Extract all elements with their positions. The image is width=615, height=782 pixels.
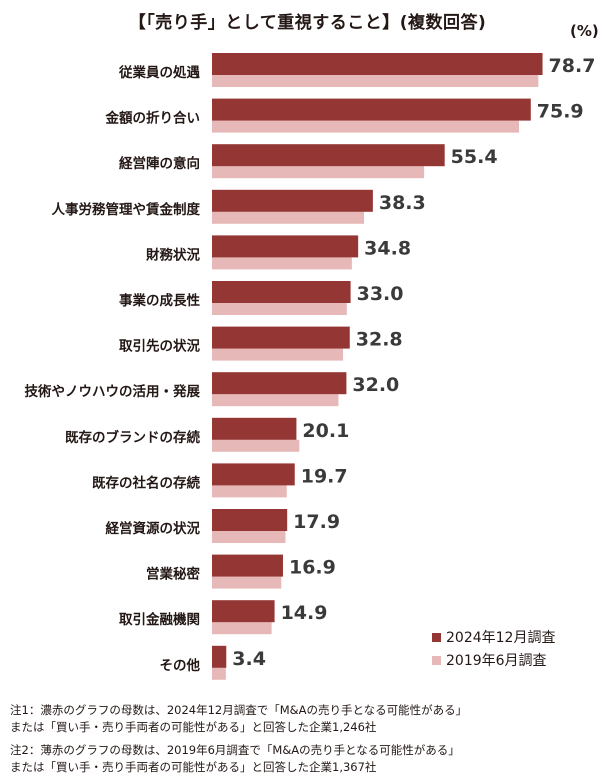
value-label-9: 19.7 bbox=[301, 465, 348, 487]
category-label-10: 経営資源の状況 bbox=[106, 520, 201, 537]
bar-2019-7 bbox=[212, 394, 339, 407]
bar-2019-2 bbox=[212, 166, 425, 179]
bar-2024-12 bbox=[212, 600, 275, 623]
bar-2024-0 bbox=[212, 53, 543, 75]
value-label-12: 14.9 bbox=[281, 602, 328, 624]
bar-2019-4 bbox=[212, 257, 352, 270]
category-label-9: 既存の社名の存続 bbox=[92, 474, 200, 491]
value-label-13: 3.4 bbox=[232, 648, 266, 670]
bar-2024-1 bbox=[212, 98, 531, 121]
value-label-2: 55.4 bbox=[451, 146, 498, 168]
category-label-5: 事業の成長性 bbox=[119, 292, 200, 309]
category-label-4: 財務状況 bbox=[145, 246, 200, 263]
footnote-2-line-1: 注2：薄赤のグラフの母数は、2019年6月調査で「M&Aの売り手となる可能性があ… bbox=[10, 743, 460, 757]
bar-2024-4 bbox=[212, 235, 359, 258]
bar-2024-11 bbox=[212, 554, 283, 577]
footnote-1-line-2: または「買い手・売り手両者の可能性がある」と回答した企業1,246社 bbox=[10, 720, 377, 734]
legend-label-2019: 2019年6月調査 bbox=[446, 653, 547, 669]
value-label-4: 34.8 bbox=[364, 237, 411, 259]
bar-2024-8 bbox=[212, 417, 297, 440]
bar-2024-7 bbox=[212, 372, 347, 395]
value-label-3: 38.3 bbox=[379, 192, 426, 214]
bar-2024-3 bbox=[212, 189, 373, 212]
category-label-2: 経営陣の意向 bbox=[119, 155, 200, 172]
bar-2019-6 bbox=[212, 348, 344, 361]
category-label-1: 金額の折り合い bbox=[105, 110, 201, 127]
chart-title: 【「売り手」として重視すること】(複数回答) bbox=[128, 13, 487, 33]
value-label-1: 75.9 bbox=[537, 101, 584, 123]
bar-2019-13 bbox=[212, 667, 226, 680]
category-label-7: 技術やノウハウの活用・発展 bbox=[25, 383, 201, 400]
category-label-6: 取引先の状況 bbox=[119, 338, 200, 355]
legend-label-2024: 2024年12月調査 bbox=[446, 630, 555, 646]
bar-2019-1 bbox=[212, 120, 520, 133]
bar-chart: 従業員の処遇 78.7 金額の折り合い 75.9 経営陣の意向 55.4 人事労務管理や賃金… bbox=[25, 53, 596, 680]
value-label-11: 16.9 bbox=[289, 557, 336, 579]
bar-2019-12 bbox=[212, 622, 272, 635]
bar-2019-11 bbox=[212, 576, 282, 589]
footnote-1-line-1: 注1：濃赤のグラフの母数は、2024年12月調査で「M&Aの売り手となる可能性が… bbox=[10, 703, 468, 717]
category-label-3: 人事労務管理や賃金制度 bbox=[52, 201, 201, 218]
bar-2019-10 bbox=[212, 531, 286, 543]
value-label-8: 20.1 bbox=[302, 420, 349, 442]
value-label-10: 17.9 bbox=[293, 511, 340, 533]
value-label-6: 32.8 bbox=[356, 329, 403, 351]
legend-swatch-2024 bbox=[432, 633, 441, 642]
bar-2019-5 bbox=[212, 303, 347, 315]
footnote-2: 注2：薄赤のグラフの母数は、2019年6月調査で「M&Aの売り手となる可能性があ… bbox=[10, 742, 460, 776]
bar-2019-9 bbox=[212, 485, 287, 498]
category-label-12: 取引金融機関 bbox=[119, 611, 200, 628]
category-label-11: 営業秘密 bbox=[146, 566, 200, 583]
value-label-0: 78.7 bbox=[549, 55, 596, 77]
value-label-5: 33.0 bbox=[357, 283, 404, 305]
category-label-8: 既存のブランドの存続 bbox=[65, 429, 200, 446]
footnote-1: 注1：濃赤のグラフの母数は、2024年12月調査で「M&Aの売り手となる可能性が… bbox=[10, 702, 467, 736]
bar-2024-13 bbox=[212, 645, 227, 668]
bar-2019-0 bbox=[212, 75, 539, 87]
bar-2024-2 bbox=[212, 144, 445, 167]
category-label-13: その他 bbox=[160, 657, 201, 674]
unit-label: (%) bbox=[570, 22, 599, 40]
value-label-7: 32.0 bbox=[352, 374, 399, 396]
footnote-2-line-2: または「買い手・売り手両者の可能性がある」と回答した企業1,367社 bbox=[10, 760, 377, 774]
bar-2019-3 bbox=[212, 211, 365, 224]
category-label-0: 従業員の処遇 bbox=[118, 64, 200, 81]
bar-2024-9 bbox=[212, 463, 295, 486]
bar-2024-6 bbox=[212, 326, 350, 349]
bar-2024-5 bbox=[212, 281, 351, 303]
bar-2019-8 bbox=[212, 439, 300, 452]
bar-2024-10 bbox=[212, 509, 288, 531]
legend-swatch-2019 bbox=[432, 656, 441, 665]
